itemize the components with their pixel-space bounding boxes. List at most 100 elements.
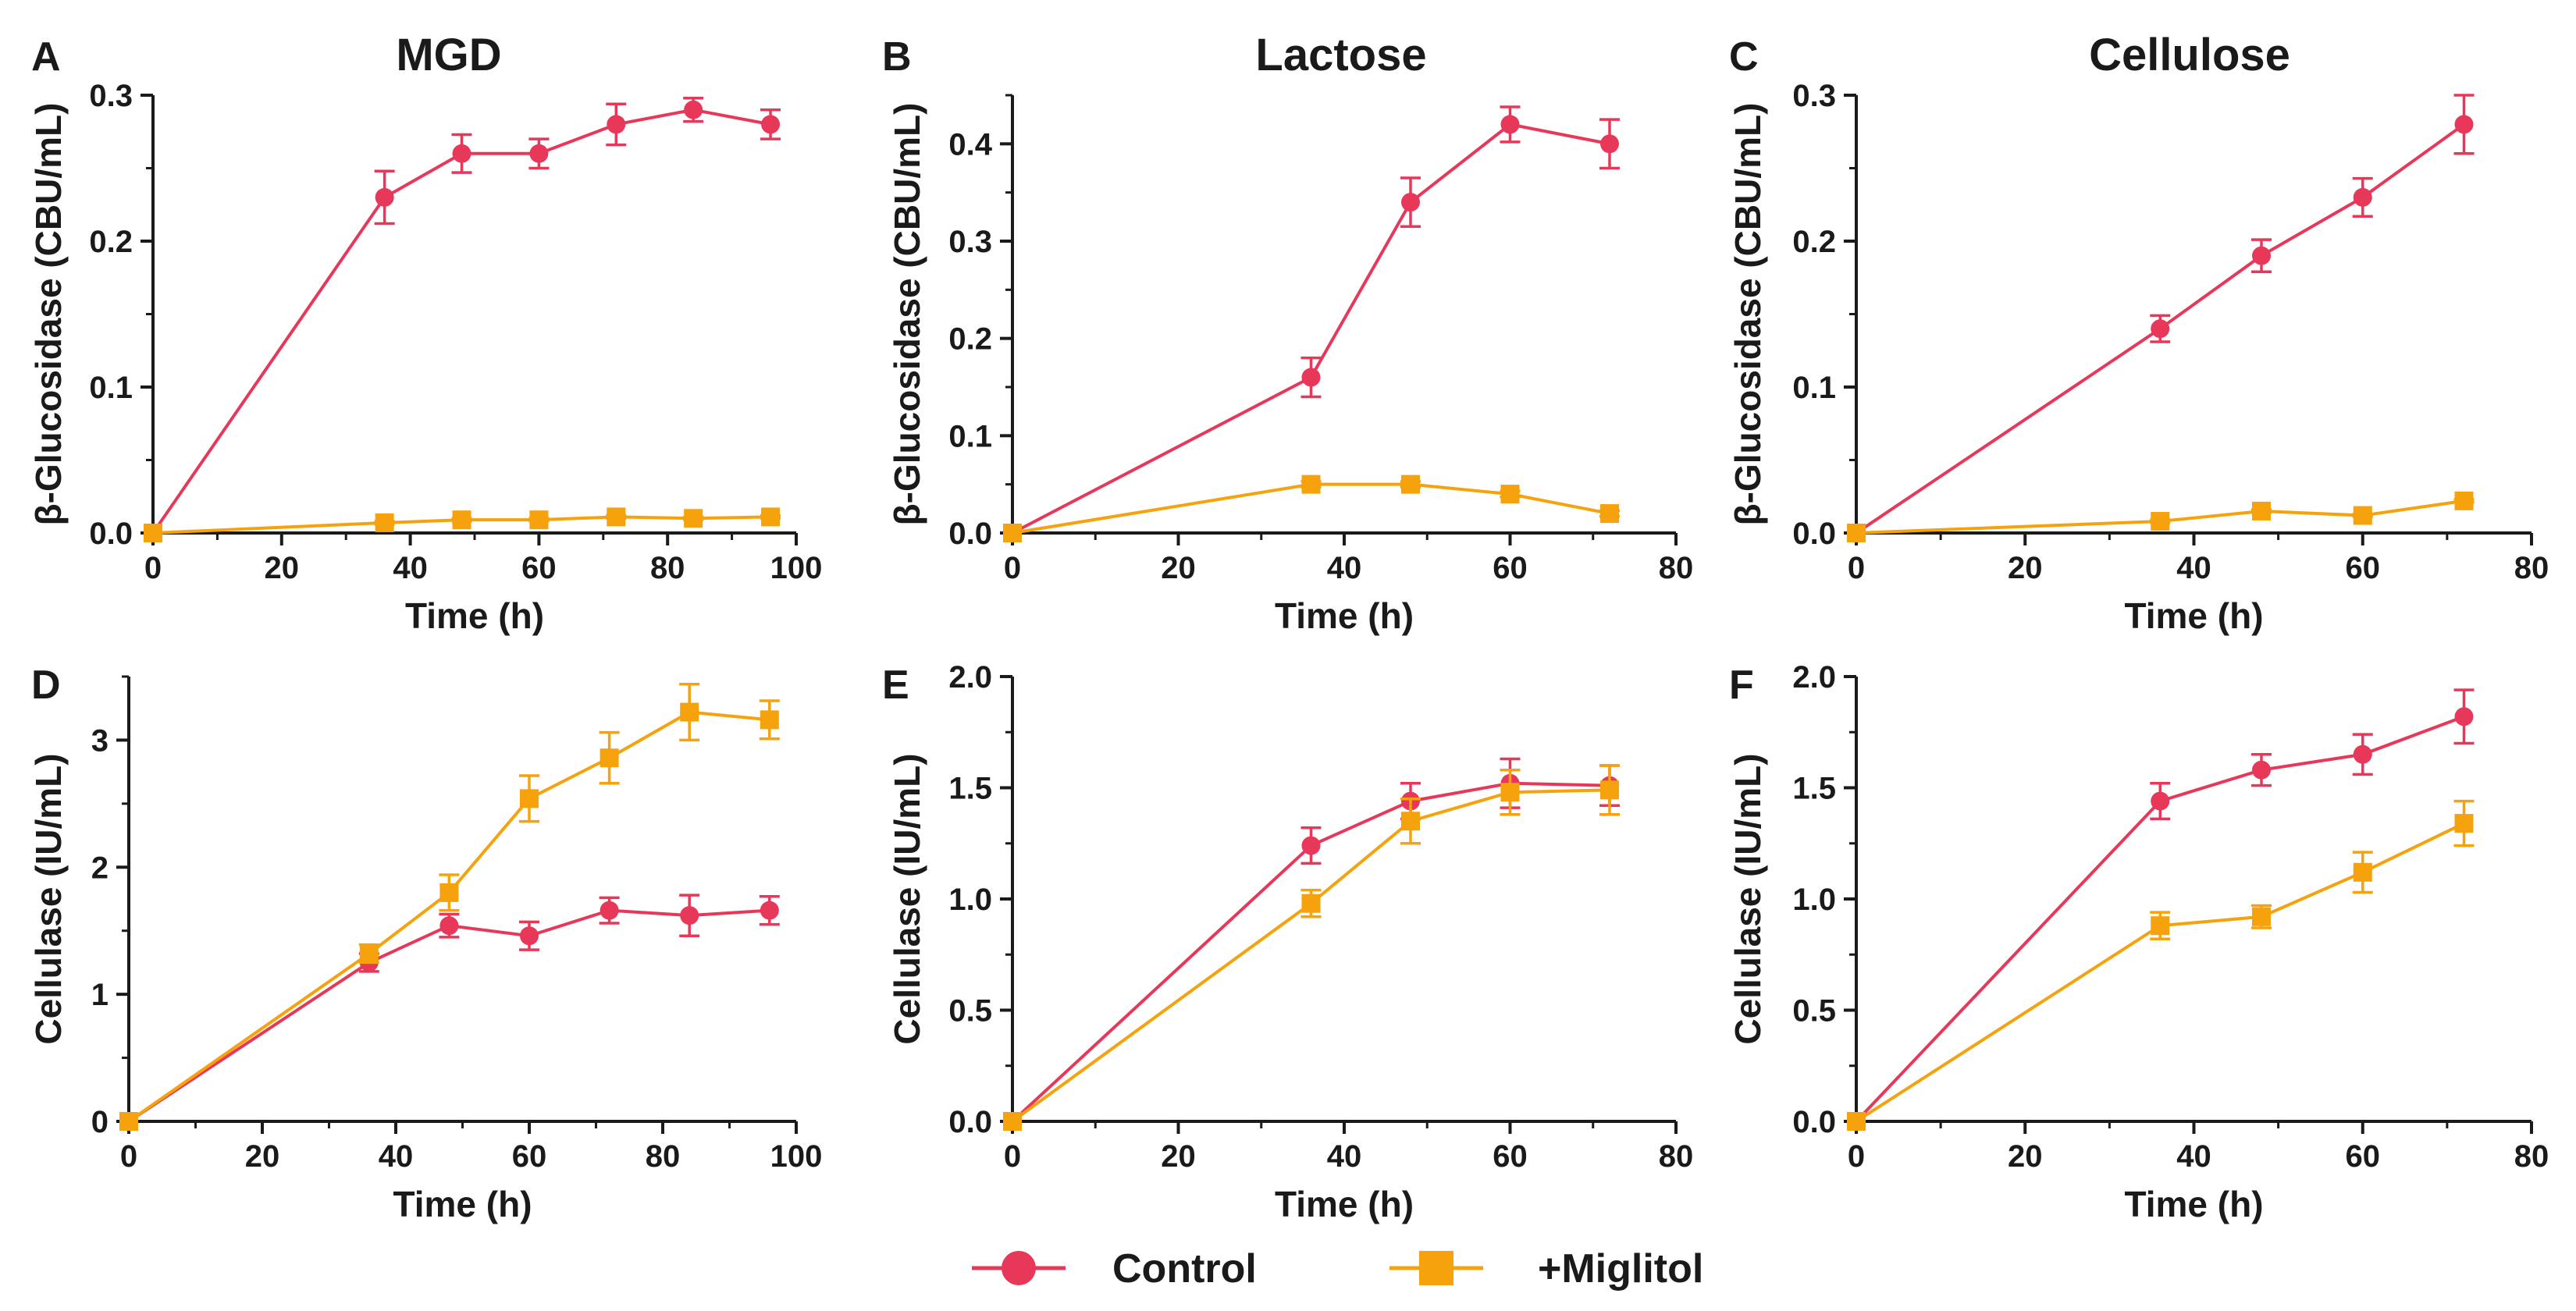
panel-a-x-tick-label: 40 xyxy=(393,551,428,585)
panel-e-x-label: Time (h) xyxy=(1275,1184,1414,1224)
panel-d-x-tick-label: 0 xyxy=(120,1139,137,1174)
panel-f-series-miglitol xyxy=(1847,799,2475,1131)
panel-e-y-tick-label: 1.5 xyxy=(948,772,992,806)
legend-miglitol-marker xyxy=(1419,1251,1453,1285)
panel-f-series-miglitol-point xyxy=(2353,862,2372,882)
panel-c-series-control-point xyxy=(2252,246,2271,265)
panel-a-y-tick-label: 0.1 xyxy=(89,371,133,405)
panel-a-x-tick-label: 80 xyxy=(650,551,685,585)
panel-c-x-tick-label: 60 xyxy=(2346,551,2381,585)
panel-f-series-control-point xyxy=(2151,791,2170,811)
panel-d-series-control-point xyxy=(680,906,699,926)
panel-c-series-control-point xyxy=(2353,187,2372,207)
panel-a-series-miglitol-point xyxy=(375,513,394,532)
panel-d: D 0 20 40 60 80 100 Time (h) 0 1 2 3 Cellulase (IU/m… xyxy=(28,663,822,1224)
panel-a-series-control-point xyxy=(607,115,626,134)
panel-d-series-miglitol-point xyxy=(520,789,539,808)
panel-d-y-tick-label: 0 xyxy=(91,1105,109,1139)
panel-b-y-tick-label: 0.3 xyxy=(948,225,992,259)
panel-a: A MGD 0 20 40 60 80 100 Time (h) 0.0 0.1 0.2 0.3 β-Gl… xyxy=(28,30,822,636)
panel-b-series-control-point xyxy=(1600,134,1619,154)
panel-b-series-miglitol-point xyxy=(1500,485,1520,504)
panel-d-x-label: Time (h) xyxy=(393,1184,532,1224)
panel-c-y-tick-label: 0.2 xyxy=(1792,225,1836,259)
panel-d-series-control-point xyxy=(600,901,619,920)
panel-b-series-miglitol-point xyxy=(1600,504,1619,524)
panel-a-series-control-point xyxy=(529,144,549,163)
panel-a-series-miglitol-point xyxy=(452,510,471,530)
panel-f-y-tick-label: 2.0 xyxy=(1792,660,1836,695)
panel-d-series-miglitol-point xyxy=(760,710,779,730)
panel-e-x-tick-label: 20 xyxy=(1161,1139,1196,1174)
panel-b-series-control-point xyxy=(1301,368,1321,387)
panel-a-y-tick-label: 0.3 xyxy=(89,79,133,113)
panel-e-letter: E xyxy=(882,663,909,708)
panel-b-series-miglitol xyxy=(1003,474,1620,542)
panel-c-series-miglitol-point xyxy=(2252,501,2271,520)
panel-f-x-tick-label: 60 xyxy=(2346,1139,2381,1174)
panel-b-x-tick-label: 20 xyxy=(1161,551,1196,585)
panel-e-series-miglitol-point xyxy=(1401,812,1420,831)
panel-a-series-miglitol-point xyxy=(684,509,703,528)
panel-c-y-tick-label: 0.3 xyxy=(1792,79,1836,113)
panel-b-series-control-point xyxy=(1500,115,1520,134)
panel-b-series-miglitol-point xyxy=(1301,474,1321,494)
panel-c-series-miglitol-point xyxy=(1847,524,1866,542)
panel-c-series-miglitol xyxy=(1847,491,2475,542)
panel-c: C Cellulose 0 20 40 60 80 Time (h) 0.0 0.1 0.2 0.3 β… xyxy=(1727,30,2549,636)
panel-e-series-miglitol-point xyxy=(1600,780,1619,800)
legend-control-label: Control xyxy=(1112,1246,1257,1291)
panel-c-x-label: Time (h) xyxy=(2124,595,2263,636)
panel-d-series-control-point xyxy=(439,916,459,936)
panel-a-series-control-point xyxy=(684,100,703,119)
panel-b: B Lactose 0 20 40 60 80 Time (h) 0.0 0.1 0.2 0.3 0.4… xyxy=(882,30,1693,636)
panel-b-series-miglitol-point xyxy=(1401,474,1420,494)
panel-b-letter: B xyxy=(882,34,912,80)
panel-d-x-tick-label: 80 xyxy=(646,1139,681,1174)
panel-a-series-miglitol-point xyxy=(529,510,549,530)
panel-b-x-label: Time (h) xyxy=(1275,595,1414,636)
panel-d-y-label: Cellulase (IU/mL) xyxy=(28,753,69,1044)
panel-a-series-control xyxy=(144,96,781,542)
panel-e: E 0 20 40 60 80 Time (h) 0.0 0.5 1.0 1.5 2.0 Cellula… xyxy=(882,660,1693,1224)
panel-f: F 0 20 40 60 80 Time (h) 0.0 0.5 1.0 1.5 2.0 Cellula… xyxy=(1727,660,2549,1224)
panel-f-x-tick-label: 20 xyxy=(2008,1139,2043,1174)
panel-e-x-tick-label: 40 xyxy=(1327,1139,1362,1174)
panel-a-series-control-point xyxy=(375,187,394,207)
panel-d-series-miglitol-point xyxy=(439,883,459,902)
panel-f-series-control-point xyxy=(2252,760,2271,780)
panel-c-letter: C xyxy=(1729,34,1759,80)
panel-a-x-tick-label: 100 xyxy=(770,551,823,585)
panel-d-x-tick-label: 40 xyxy=(379,1139,414,1174)
panel-f-series-miglitol-point xyxy=(2151,916,2170,936)
panel-d-series-miglitol-point xyxy=(359,944,379,964)
panel-f-series-miglitol-point xyxy=(2454,814,2474,833)
panel-e-y-tick-label: 0.0 xyxy=(948,1105,992,1139)
panel-e-x-tick-label: 0 xyxy=(1004,1139,1021,1174)
panel-d-x-tick-label: 20 xyxy=(245,1139,280,1174)
panel-d-series-control-point xyxy=(520,926,539,946)
panel-c-series-control xyxy=(1847,94,2475,542)
panel-b-y-tick-label: 0.0 xyxy=(948,517,992,551)
panel-c-series-miglitol-point xyxy=(2151,512,2170,531)
panel-a-x-tick-label: 0 xyxy=(144,551,162,585)
panel-c-x-tick-label: 0 xyxy=(1848,551,1865,585)
panel-c-x-tick-label: 20 xyxy=(2008,551,2043,585)
panel-f-x-tick-label: 80 xyxy=(2514,1139,2549,1174)
panel-f-series-miglitol-point xyxy=(2252,907,2271,926)
panel-e-series-miglitol xyxy=(1003,764,1620,1131)
panel-a-x-tick-label: 60 xyxy=(521,551,557,585)
panel-a-series-miglitol-point xyxy=(144,524,162,542)
panel-e-series-miglitol-point xyxy=(1003,1112,1022,1131)
panel-e-series-control-point xyxy=(1301,836,1321,855)
panel-a-series-miglitol-point xyxy=(761,507,781,527)
panel-f-y-label: Cellulase (IU/mL) xyxy=(1727,753,1768,1044)
panel-b-series-control xyxy=(1003,105,1620,542)
panel-b-y-tick-label: 0.2 xyxy=(948,322,992,357)
panel-b-x-tick-label: 40 xyxy=(1327,551,1362,585)
panel-d-letter: D xyxy=(31,663,61,708)
panel-b-x-tick-label: 0 xyxy=(1004,551,1021,585)
panel-c-title: Cellulose xyxy=(2089,30,2290,80)
panel-f-series-control-point xyxy=(2353,744,2372,764)
